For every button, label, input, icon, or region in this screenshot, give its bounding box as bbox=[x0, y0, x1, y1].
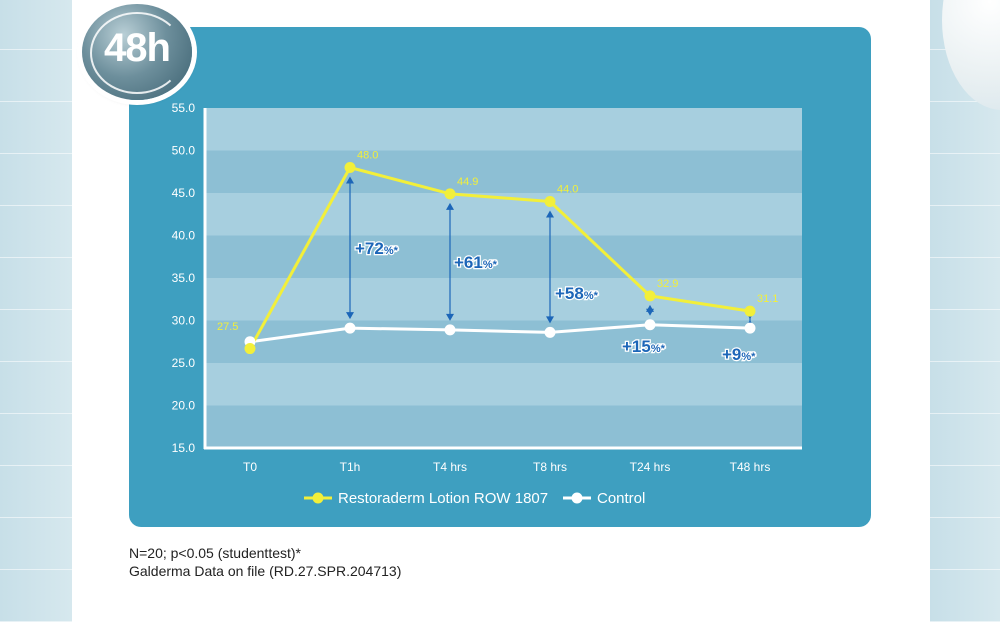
data-point-treated bbox=[644, 290, 656, 302]
data-point-treated bbox=[244, 343, 256, 355]
difference-percent-label: +9%* bbox=[722, 345, 756, 364]
legend-marker-treated bbox=[312, 492, 324, 504]
data-point-control bbox=[344, 322, 356, 334]
y-tick-label: 45.0 bbox=[172, 186, 196, 200]
difference-arrow-head-up bbox=[446, 202, 454, 210]
data-label-treated: 27.5 bbox=[217, 321, 238, 333]
grid-band bbox=[205, 363, 802, 406]
difference-arrow-head-up bbox=[346, 176, 354, 184]
y-tick-label: 50.0 bbox=[172, 144, 196, 158]
y-tick-label: 35.0 bbox=[172, 271, 196, 285]
difference-arrow-head-down bbox=[646, 308, 654, 316]
y-tick-label: 40.0 bbox=[172, 229, 196, 243]
legend-label-control: Control bbox=[597, 490, 645, 507]
y-tick-label: 30.0 bbox=[172, 314, 196, 328]
y-tick-label: 15.0 bbox=[172, 441, 196, 455]
data-point-control bbox=[444, 324, 456, 336]
duration-badge-text: 48h bbox=[104, 26, 171, 70]
difference-percent-label: +61%* bbox=[454, 253, 498, 272]
duration-badge: 48h bbox=[82, 4, 192, 100]
data-point-control bbox=[744, 322, 756, 334]
grid-band bbox=[205, 150, 802, 193]
difference-percent-label: +58%* bbox=[555, 284, 599, 303]
x-tick-label: T24 hrs bbox=[630, 460, 671, 474]
clock-arrow-icon bbox=[90, 12, 184, 94]
data-label-treated: 44.0 bbox=[557, 184, 578, 196]
series-line-control bbox=[249, 323, 751, 344]
legend-label-treated: Restoraderm Lotion ROW 1807 bbox=[338, 490, 548, 507]
data-point-control bbox=[544, 326, 556, 338]
grid-band bbox=[205, 108, 802, 151]
data-label-treated: 44.9 bbox=[457, 176, 478, 188]
difference-percent-label: +15%* bbox=[622, 337, 666, 356]
footnote-source: Galderma Data on file (RD.27.SPR.204713) bbox=[129, 563, 402, 579]
grid-band bbox=[205, 405, 802, 448]
grid-band bbox=[205, 278, 802, 321]
difference-arrow-head-down bbox=[546, 316, 554, 324]
data-label-treated: 32.9 bbox=[657, 278, 678, 290]
series-line-treated bbox=[248, 166, 751, 350]
difference-percent-label: +72%* bbox=[355, 239, 399, 258]
data-point-control bbox=[644, 319, 656, 331]
data-label-treated: 31.1 bbox=[757, 293, 778, 305]
difference-arrow-head-down bbox=[446, 313, 454, 321]
background-left bbox=[0, 0, 72, 622]
y-tick-label: 25.0 bbox=[172, 356, 196, 370]
footnote-stats: N=20; p<0.05 (studenttest)* bbox=[129, 545, 301, 561]
y-tick-label: 20.0 bbox=[172, 399, 196, 413]
data-point-treated bbox=[544, 196, 556, 207]
footnote: N=20; p<0.05 (studenttest)* Galderma Dat… bbox=[129, 544, 401, 580]
x-tick-label: T4 hrs bbox=[433, 460, 467, 474]
difference-arrow-head-down bbox=[346, 312, 354, 320]
data-point-treated bbox=[344, 162, 356, 173]
y-tick-label: 55.0 bbox=[172, 101, 196, 115]
data-label-treated: 48.0 bbox=[357, 150, 378, 162]
difference-arrow-head-up bbox=[546, 210, 554, 218]
grid-band bbox=[205, 235, 802, 278]
x-tick-label: T48 hrs bbox=[730, 460, 771, 474]
data-point-treated bbox=[744, 305, 756, 317]
legend-marker-control bbox=[571, 492, 583, 504]
grid-band bbox=[205, 193, 802, 236]
data-point-treated bbox=[444, 188, 456, 200]
x-tick-label: T8 hrs bbox=[533, 460, 567, 474]
background-right bbox=[930, 0, 1000, 622]
x-tick-label: T1h bbox=[340, 460, 361, 474]
x-tick-label: T0 bbox=[243, 460, 257, 474]
